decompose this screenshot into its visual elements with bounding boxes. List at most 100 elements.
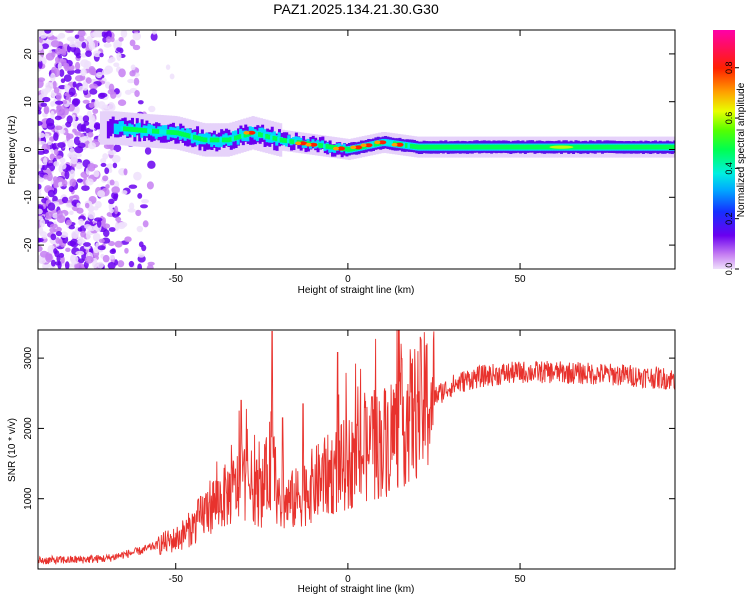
spectrogram-cell: [629, 144, 633, 150]
spectrogram-cell: [80, 230, 86, 238]
spectrogram-cell: [63, 74, 72, 82]
spectrogram-cell: [93, 170, 100, 178]
spectrogram-cell: [470, 144, 474, 150]
spectrogram-cell: [61, 196, 69, 204]
spectrogram-cell: [653, 144, 657, 150]
spectrogram-cell: [202, 137, 206, 143]
spectrogram-cell: [585, 144, 589, 150]
spectrogram-cell: [467, 144, 471, 150]
spectrogram-cell: [373, 141, 377, 147]
spectrogram-cell: [429, 144, 433, 150]
spectrogram-cell: [129, 70, 136, 77]
spectrogram-cell: [92, 232, 101, 242]
spectrogram-cell: [68, 186, 75, 193]
spectrogram-cell: [537, 144, 541, 150]
spectrogram-cell: [670, 144, 674, 150]
spectrogram-cell: [44, 39, 52, 45]
colorbar: 0.0 0.2 0.4 0.6 0.8 Normalized spectral ampl…: [713, 30, 747, 275]
spectrogram-cell: [103, 143, 113, 150]
spectrogram-cell: [431, 144, 435, 150]
spectrogram-cell: [40, 102, 48, 107]
spectrogram-y-tick-label: 20: [23, 48, 34, 60]
spectrogram-cell: [68, 225, 75, 230]
spectrogram-cell: [92, 30, 102, 38]
spectrogram-cell: [110, 36, 115, 43]
spectrogram-cell: [207, 137, 211, 143]
spectrogram-cell: [69, 210, 74, 216]
spectrogram-cell: [51, 143, 57, 150]
spectrogram-cell: [491, 144, 495, 150]
spectrogram-cell: [219, 137, 223, 143]
spectrogram-cell: [45, 52, 55, 61]
spectrogram-cell: [64, 170, 70, 180]
spectrogram-cell: [441, 144, 445, 150]
spectrogram-cell: [55, 56, 60, 64]
spectrogram-cell: [78, 85, 85, 92]
spectrogram-cell: [106, 121, 110, 139]
spectrogram-cell: [68, 87, 76, 96]
spectrogram-cell: [97, 190, 106, 198]
colorbar-tick-label: 0.0: [724, 263, 734, 276]
spectrogram-cell: [494, 144, 498, 150]
spectrogram-cell: [424, 144, 428, 150]
spectrogram-cell: [111, 186, 120, 194]
spectrogram-cell: [54, 115, 62, 121]
spectrogram-cell: [133, 77, 140, 86]
spectrogram-cell: [87, 205, 95, 212]
spectrogram-cell: [626, 144, 630, 150]
spectrogram-cell: [50, 110, 55, 120]
spectrogram-cell: [44, 30, 52, 34]
spectrogram-cell: [78, 35, 85, 42]
spectrogram-cell: [53, 132, 59, 142]
spectrogram-cell: [621, 144, 625, 150]
spectrogram-cell: [631, 144, 635, 150]
spectrogram-cell: [305, 142, 312, 147]
spectrogram-cell: [60, 231, 69, 238]
spectrogram-cell: [323, 143, 327, 149]
spectrogram-cell: [595, 144, 599, 150]
spectrogram-cell: [87, 131, 94, 138]
spectrogram-cell: [130, 64, 136, 71]
spectrogram-cell: [75, 250, 85, 256]
spectrogram-cell: [128, 202, 135, 211]
spectrogram-cell: [350, 145, 357, 150]
spectrogram-cell: [378, 140, 387, 145]
spectrogram-cell: [180, 131, 184, 137]
spectrogram-cell: [74, 61, 81, 71]
spectrogram-cell: [141, 244, 147, 252]
spectrogram-cell: [258, 132, 262, 137]
spectrogram-cell: [38, 55, 43, 62]
spectrogram-cell: [38, 77, 46, 82]
spectrogram-cell: [209, 137, 213, 143]
spectrogram-cell: [124, 236, 132, 243]
spectrogram-cell: [74, 264, 80, 269]
spectrogram-cell: [135, 127, 139, 133]
spectrogram-cell: [135, 209, 142, 217]
spectrogram-cell: [92, 108, 99, 114]
spectrogram-cell: [474, 144, 478, 150]
spectrogram-cell: [197, 136, 201, 141]
spectrogram-cell: [535, 144, 539, 150]
spectrogram-cell: [127, 78, 135, 84]
spectrogram-cell: [96, 219, 102, 228]
spectrogram-cell: [115, 216, 122, 222]
spectrogram-cell: [409, 143, 413, 149]
spectrogram-cell: [84, 60, 92, 68]
spectrogram-cell: [102, 254, 110, 263]
spectrogram-cell: [132, 32, 142, 41]
spectrogram-cell: [38, 43, 43, 51]
spectrogram-cell: [136, 225, 144, 233]
spectrogram-cell: [238, 134, 242, 139]
spectrogram-cell: [195, 135, 199, 141]
spectrogram-cell: [590, 144, 594, 150]
snr-y-tick-label: 3000: [23, 347, 34, 370]
spectrogram-cell: [347, 147, 351, 152]
spectrogram-cell: [371, 142, 375, 148]
spectrogram-cell: [116, 52, 122, 61]
spectrogram-cell: [70, 155, 78, 165]
spectrogram-cell: [272, 135, 276, 141]
spectrogram-plot-area: [38, 30, 675, 269]
spectrogram-cell: [151, 128, 155, 134]
spectrogram-cell: [71, 98, 80, 107]
spectrogram-cell: [141, 198, 149, 204]
